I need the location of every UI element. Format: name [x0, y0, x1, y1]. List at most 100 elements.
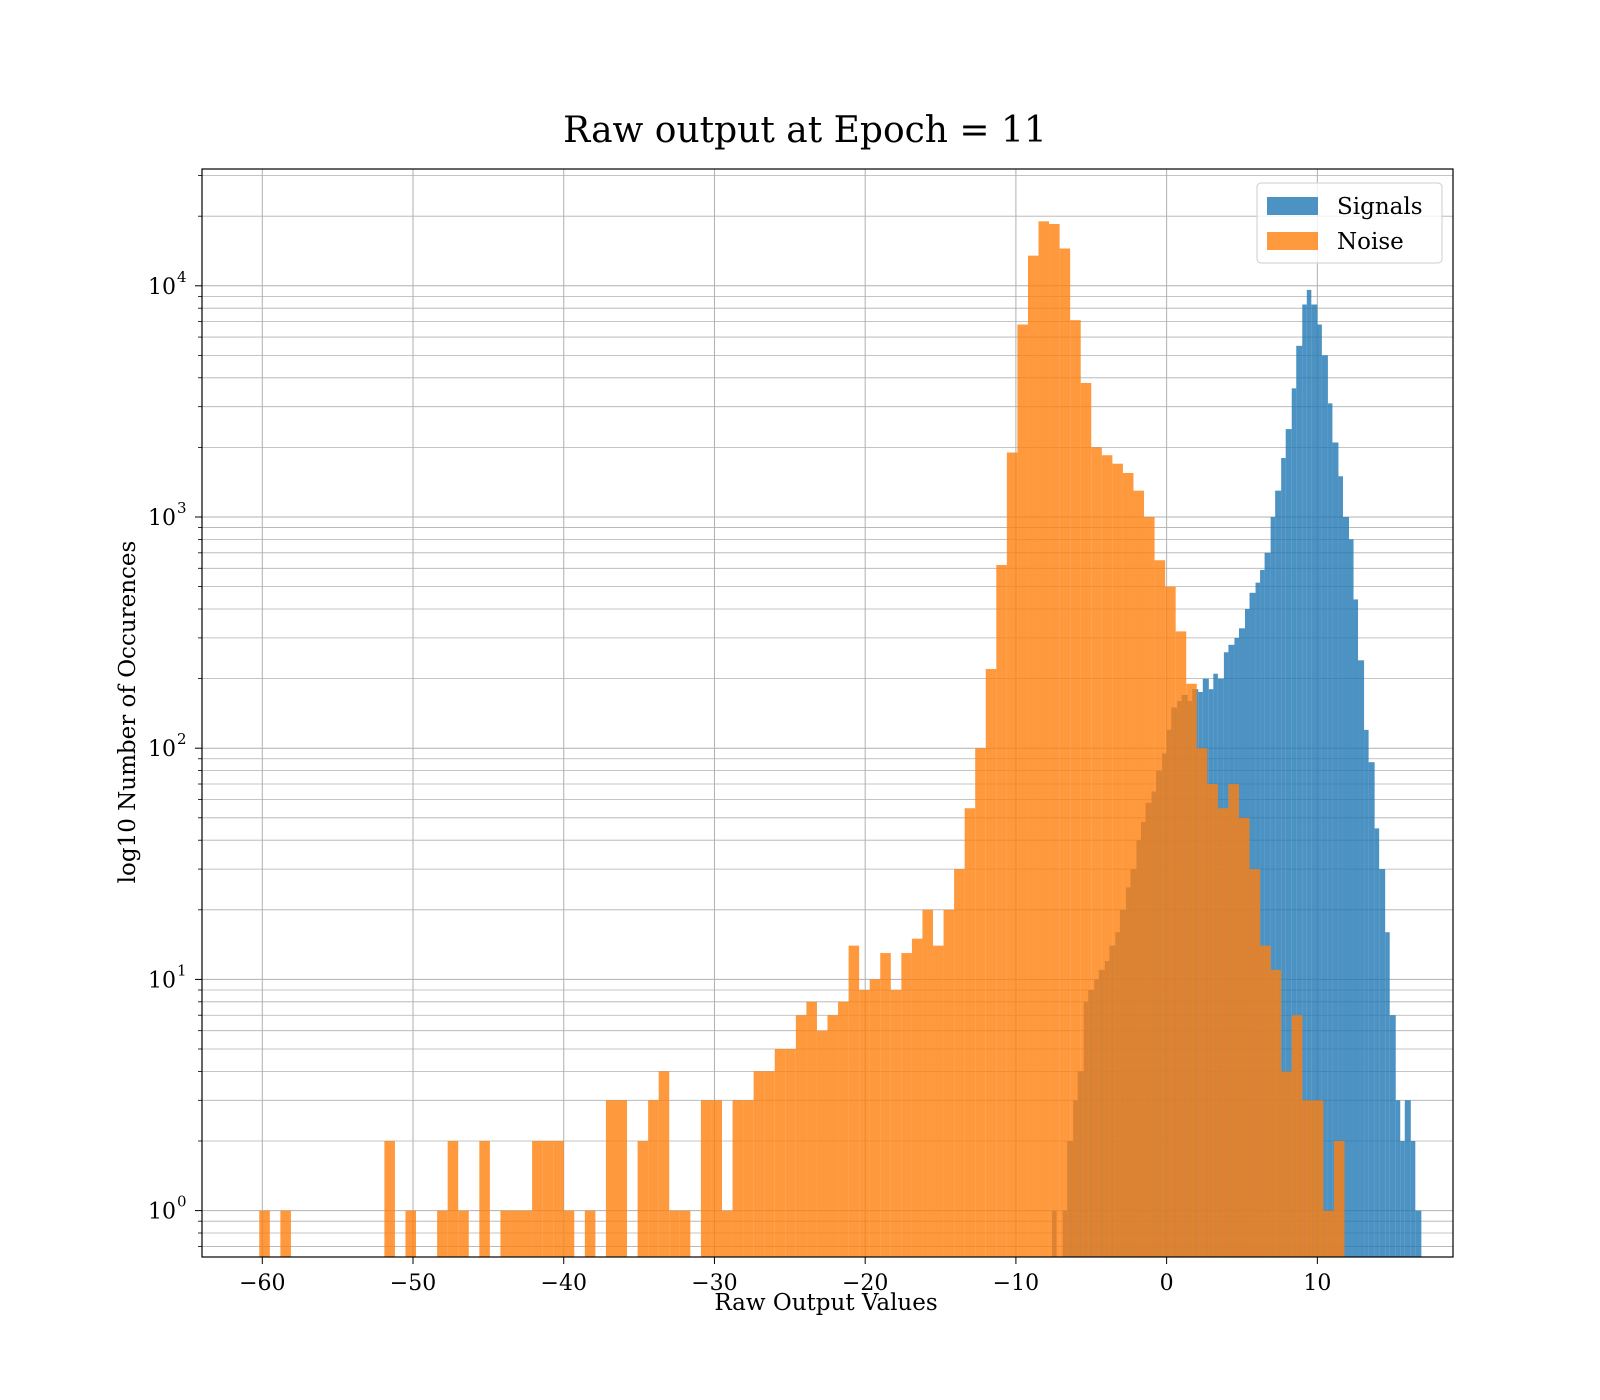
x-axis: −60 −50 −40 −30 −20 −10 0 10 [239, 1257, 1331, 1296]
histogram-bar [1358, 660, 1365, 1257]
x-tick-label: −10 [993, 1271, 1039, 1296]
histogram-bar [510, 1210, 522, 1257]
histogram-bar [1207, 784, 1218, 1257]
histogram-bar [1260, 945, 1271, 1257]
legend: Signals Noise [1256, 182, 1443, 264]
histogram-bar [859, 989, 870, 1257]
histogram-bar [816, 1030, 828, 1257]
histogram-bar [259, 1210, 270, 1257]
plot-frame [201, 168, 1454, 1258]
histogram-bar [1321, 355, 1328, 1257]
histogram-bar [1281, 457, 1286, 1257]
histogram-bar [1302, 304, 1307, 1257]
histogram-bar [648, 1100, 659, 1257]
histogram-bar [911, 938, 923, 1257]
histogram-bar [1312, 1100, 1324, 1257]
histogram-bar [1296, 345, 1303, 1258]
histogram-bar [732, 1100, 744, 1257]
histogram-bar [1270, 516, 1276, 1257]
histogram-bar [721, 1210, 733, 1257]
x-axis-label: Raw Output Values [714, 1290, 937, 1316]
histogram-bar [1270, 969, 1282, 1257]
histogram-bar [996, 564, 1007, 1257]
histogram-bar [1264, 552, 1271, 1257]
histogram-bar [1049, 224, 1060, 1257]
histogram-bar [405, 1210, 417, 1257]
histogram-bar [1101, 455, 1113, 1258]
histogram-bar [280, 1210, 291, 1257]
histogram-bar [827, 1015, 839, 1257]
histogram-bar [1186, 683, 1197, 1257]
histogram-bar [848, 945, 860, 1257]
histogram-bar [447, 1141, 459, 1257]
histogram-bar [1311, 304, 1318, 1257]
histogram-bar [964, 808, 976, 1257]
histogram-bar [1038, 221, 1050, 1258]
histogram-bar [1400, 1141, 1405, 1257]
histogram-bar [1332, 442, 1339, 1257]
histogram-bar [1133, 490, 1145, 1257]
histogram-bar [1374, 828, 1380, 1257]
histogram-bar [1404, 1100, 1411, 1257]
histogram-bar [711, 1100, 722, 1257]
histogram-bar [985, 669, 997, 1257]
histogram-bar [838, 1001, 849, 1257]
histogram-bar [1291, 388, 1297, 1257]
histogram-bar [1249, 869, 1261, 1257]
histogram-bar [1410, 1141, 1416, 1257]
histogram-bar [975, 748, 986, 1257]
y-tick-exponent: 4 [177, 268, 187, 286]
histogram-bar [1112, 463, 1123, 1257]
histogram-bar [1385, 932, 1390, 1257]
histogram-bar [785, 1049, 796, 1257]
histogram-bar [563, 1210, 575, 1257]
legend-swatch-signals [1267, 197, 1318, 215]
histogram-bar [1306, 289, 1312, 1257]
histogram-bar [1281, 1071, 1292, 1257]
series-noise [259, 221, 1345, 1258]
histogram-bar [1342, 516, 1350, 1257]
histogram-bar [553, 1141, 564, 1257]
y-tick-exponent: 0 [177, 1193, 187, 1211]
x-tick-label: 0 [1160, 1271, 1174, 1296]
histogram-bar [943, 909, 955, 1257]
histogram-bar [542, 1141, 554, 1257]
x-tick-label: −40 [541, 1271, 587, 1296]
histogram-bar [901, 953, 912, 1257]
histogram-bar [743, 1100, 754, 1257]
histogram-bar [954, 869, 965, 1257]
histogram-bar [1368, 762, 1375, 1257]
histogram-bar [1291, 1015, 1303, 1257]
histogram-bar [1006, 452, 1018, 1257]
histogram-bar [1323, 1210, 1334, 1257]
histogram-bar [500, 1210, 511, 1257]
histogram-bar [1070, 320, 1081, 1257]
histogram-bar [880, 953, 891, 1257]
histogram-bar [1144, 516, 1155, 1257]
histogram-bar [1228, 784, 1239, 1257]
y-axis-label: log10 Number of Occurences [115, 541, 141, 884]
histogram-bar [774, 1049, 786, 1257]
histogram-bar [532, 1141, 543, 1257]
histogram-bar [584, 1210, 596, 1257]
histogram-bar [753, 1071, 765, 1257]
histogram-bar [1317, 324, 1322, 1257]
legend-label-noise: Noise [1337, 229, 1404, 255]
histogram-bar [1379, 869, 1386, 1257]
legend-swatch-noise [1267, 232, 1318, 250]
histogram-bar [1165, 586, 1176, 1257]
histogram-bar [1353, 599, 1359, 1257]
y-tick-label: 10 [148, 1200, 176, 1225]
histogram-bar [1415, 1210, 1422, 1257]
histogram-bar [869, 979, 881, 1257]
x-tick-label: −20 [842, 1271, 888, 1296]
histogram-bar [1017, 324, 1028, 1257]
histogram-bar [679, 1210, 691, 1257]
histogram-bar [1338, 476, 1343, 1257]
x-tick-label: −60 [239, 1271, 285, 1296]
histogram-bar [1059, 248, 1071, 1257]
histogram-bar [922, 909, 934, 1257]
legend-label-signals: Signals [1337, 194, 1423, 220]
